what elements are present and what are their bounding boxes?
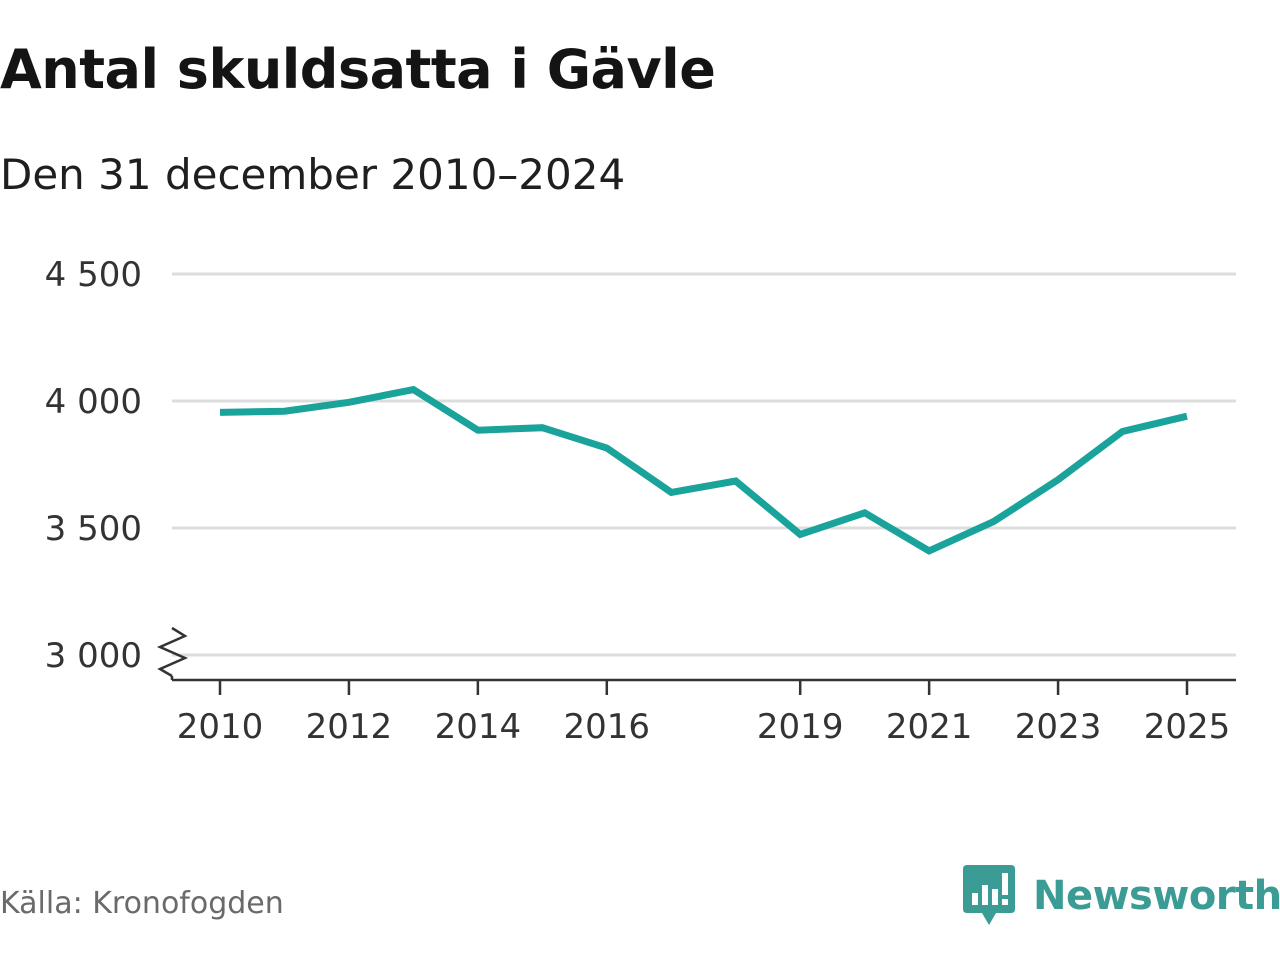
y-tick-label: 3 500	[45, 509, 142, 549]
brand-name: Newsworthy	[1033, 873, 1280, 919]
y-tick-label: 4 500	[45, 255, 142, 295]
brand-logo-link[interactable]: Newsworthy	[963, 864, 1280, 928]
x-tick-label: 2014	[435, 707, 522, 747]
y-tick-label: 4 000	[45, 382, 142, 422]
x-tick-label: 2019	[757, 707, 844, 747]
series-line	[219, 385, 1188, 555]
y-axis-break-icon	[156, 626, 189, 678]
y-tick-label: 3 000	[45, 636, 142, 676]
x-tick-label: 2023	[1015, 707, 1102, 747]
chart-subtitle: Den 31 december 2010–2024	[0, 150, 626, 199]
chart-title: Antal skuldsatta i Gävle	[0, 38, 716, 101]
x-tick-label: 2012	[306, 707, 393, 747]
x-tick-label: 2021	[886, 707, 973, 747]
bar-chart-speech-bubble-icon	[963, 865, 1015, 925]
x-tick-label: 2010	[177, 707, 264, 747]
source-label: Källa: Kronofogden	[0, 886, 284, 921]
x-tick-label: 2016	[564, 707, 651, 747]
x-tick-label: 2025	[1144, 707, 1231, 747]
